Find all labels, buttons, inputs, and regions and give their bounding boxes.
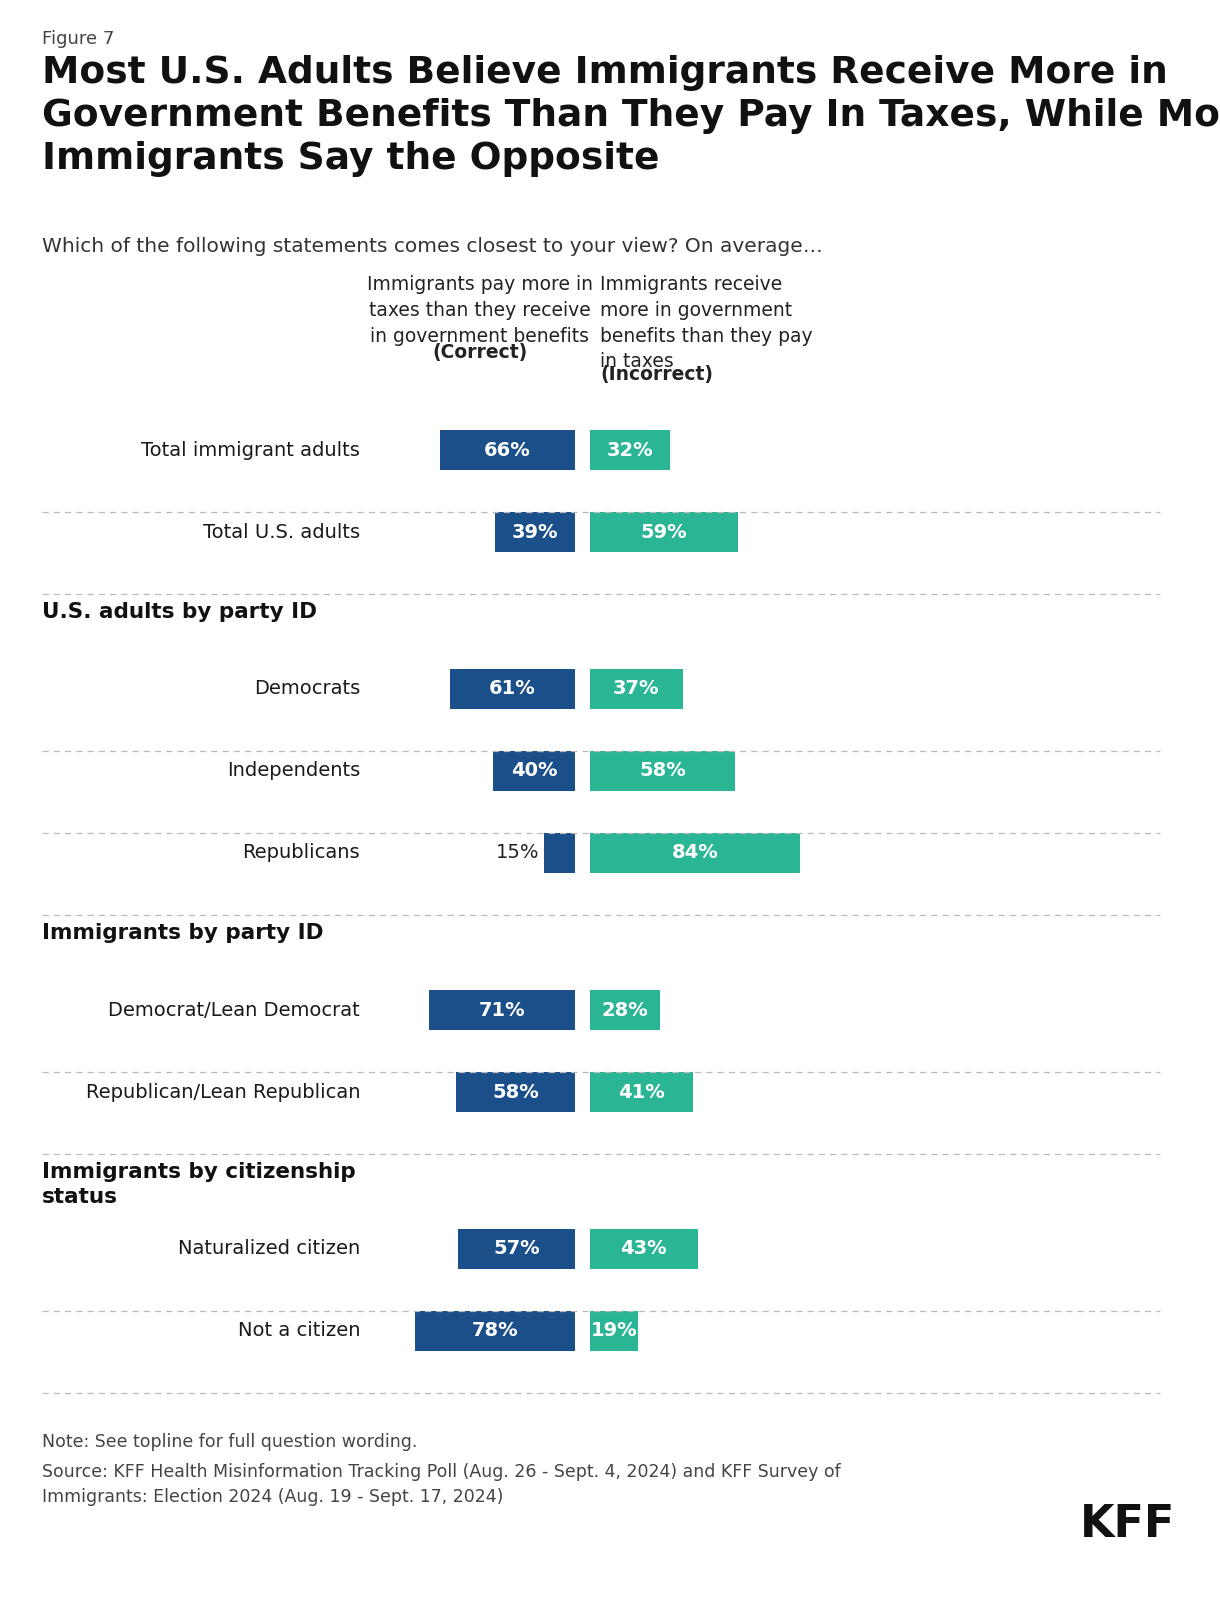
Text: Which of the following statements comes closest to your view? On average…: Which of the following statements comes … (41, 237, 822, 257)
Bar (590, 832, 800, 873)
Text: Note: See topline for full question wording.: Note: See topline for full question word… (41, 1432, 417, 1452)
Text: (Correct): (Correct) (432, 343, 527, 363)
Text: 84%: 84% (672, 844, 719, 863)
Bar (495, 512, 575, 552)
Text: 43%: 43% (621, 1240, 667, 1259)
Bar (590, 1229, 698, 1269)
Text: Republicans: Republicans (243, 844, 360, 863)
Bar (493, 751, 575, 791)
Text: 66%: 66% (484, 441, 531, 459)
Bar (590, 512, 738, 552)
Bar (456, 1071, 575, 1112)
Text: Immigrants by party ID: Immigrants by party ID (41, 922, 323, 943)
Text: 37%: 37% (612, 680, 660, 698)
Bar (590, 1310, 638, 1351)
Text: 28%: 28% (601, 1001, 648, 1020)
Bar (590, 430, 670, 470)
Text: 58%: 58% (639, 762, 686, 781)
Text: 58%: 58% (492, 1083, 539, 1102)
Bar (590, 1071, 693, 1112)
Text: Total U.S. adults: Total U.S. adults (203, 523, 360, 542)
Text: Immigrants pay more in
taxes than they receive
in government benefits: Immigrants pay more in taxes than they r… (367, 274, 593, 345)
Text: 41%: 41% (617, 1083, 665, 1102)
Text: 40%: 40% (511, 762, 558, 781)
Text: Total immigrant adults: Total immigrant adults (142, 441, 360, 459)
Text: 61%: 61% (489, 680, 536, 698)
Bar (459, 1229, 575, 1269)
Text: 57%: 57% (493, 1240, 540, 1259)
Text: Source: KFF Health Misinformation Tracking Poll (Aug. 26 - Sept. 4, 2024) and KF: Source: KFF Health Misinformation Tracki… (41, 1463, 841, 1506)
Bar (590, 669, 682, 709)
Bar (544, 832, 575, 873)
Bar (429, 990, 575, 1030)
Bar (439, 430, 575, 470)
Text: Democrats: Democrats (254, 680, 360, 698)
Text: Naturalized citizen: Naturalized citizen (178, 1240, 360, 1259)
Text: U.S. adults by party ID: U.S. adults by party ID (41, 602, 317, 622)
Text: 59%: 59% (640, 523, 687, 542)
Text: Republican/Lean Republican: Republican/Lean Republican (85, 1083, 360, 1102)
Text: Figure 7: Figure 7 (41, 30, 115, 48)
Text: Immigrants receive
more in government
benefits than they pay
in taxes: Immigrants receive more in government be… (600, 274, 813, 371)
Text: Most U.S. Adults Believe Immigrants Receive More in
Government Benefits Than The: Most U.S. Adults Believe Immigrants Rece… (41, 55, 1220, 176)
Text: 39%: 39% (511, 523, 559, 542)
Text: Democrat/Lean Democrat: Democrat/Lean Democrat (109, 1001, 360, 1020)
Bar (415, 1310, 575, 1351)
Text: 15%: 15% (495, 844, 539, 863)
Text: Immigrants by citizenship
status: Immigrants by citizenship status (41, 1161, 356, 1206)
Bar (590, 990, 660, 1030)
Bar (450, 669, 575, 709)
Text: Not a citizen: Not a citizen (238, 1322, 360, 1341)
Text: (Incorrect): (Incorrect) (600, 366, 712, 383)
Text: 71%: 71% (479, 1001, 526, 1020)
Text: 78%: 78% (472, 1322, 518, 1341)
Text: 32%: 32% (606, 441, 654, 459)
Text: Independents: Independents (227, 762, 360, 781)
Text: KFF: KFF (1080, 1503, 1175, 1546)
Bar (590, 751, 734, 791)
Text: 19%: 19% (590, 1322, 637, 1341)
